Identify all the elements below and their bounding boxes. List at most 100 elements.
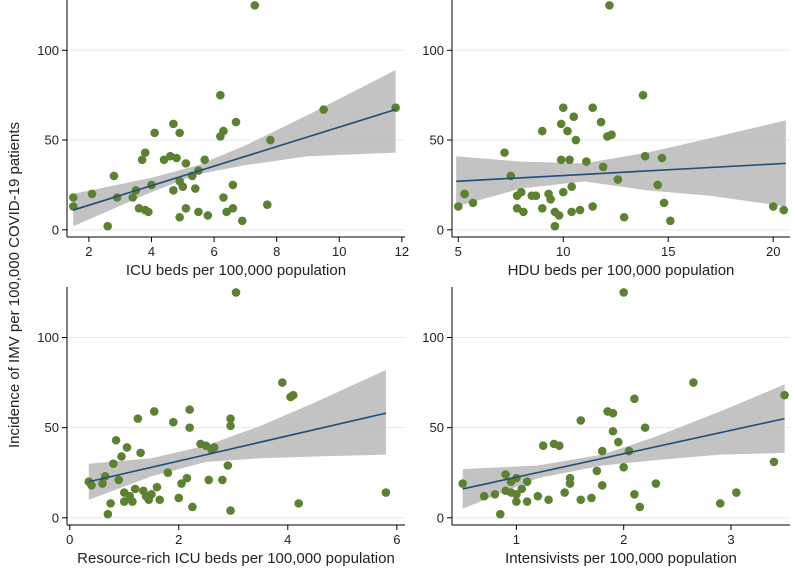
x-tick-label: 5 bbox=[455, 244, 462, 259]
x-tick-label: 6 bbox=[210, 244, 217, 259]
data-point bbox=[278, 378, 287, 387]
confidence-band bbox=[73, 70, 396, 227]
data-point bbox=[516, 187, 526, 197]
data-point bbox=[231, 117, 241, 127]
data-point bbox=[619, 212, 629, 222]
data-point bbox=[537, 126, 547, 136]
data-point bbox=[144, 207, 153, 217]
data-point bbox=[635, 502, 645, 512]
data-point bbox=[640, 151, 650, 161]
data-point bbox=[460, 189, 469, 199]
data-point bbox=[558, 187, 568, 197]
data-point bbox=[556, 119, 566, 129]
data-point bbox=[556, 155, 566, 165]
data-point bbox=[619, 463, 628, 472]
data-point bbox=[109, 171, 119, 181]
data-point bbox=[228, 180, 238, 190]
data-point bbox=[191, 184, 200, 193]
data-point bbox=[226, 506, 235, 515]
x-tick-label: 12 bbox=[395, 244, 409, 259]
y-tick-label: 100 bbox=[37, 43, 59, 58]
data-point bbox=[181, 203, 191, 213]
data-point bbox=[178, 182, 188, 192]
x-tick-label: 3 bbox=[727, 532, 734, 547]
data-point bbox=[501, 470, 510, 479]
data-point bbox=[666, 216, 675, 226]
data-point bbox=[109, 459, 118, 468]
data-point bbox=[715, 499, 725, 508]
data-point bbox=[68, 193, 78, 202]
data-point bbox=[630, 490, 639, 499]
data-point bbox=[512, 497, 521, 506]
x-tick-label: 2 bbox=[85, 244, 92, 259]
data-point bbox=[614, 437, 623, 447]
data-point bbox=[630, 394, 639, 404]
data-point bbox=[544, 495, 553, 505]
data-point bbox=[495, 509, 505, 519]
data-point bbox=[608, 426, 618, 436]
data-point bbox=[605, 1, 614, 10]
data-point bbox=[613, 175, 623, 184]
data-point bbox=[140, 148, 150, 157]
data-point bbox=[209, 443, 219, 452]
data-point bbox=[155, 495, 164, 505]
data-point bbox=[550, 221, 560, 231]
data-point bbox=[203, 211, 213, 220]
data-point bbox=[575, 205, 585, 215]
data-point bbox=[689, 378, 698, 387]
data-point bbox=[653, 180, 663, 190]
data-point bbox=[607, 130, 616, 139]
data-point bbox=[226, 421, 235, 431]
data-point bbox=[608, 408, 618, 418]
data-point bbox=[779, 205, 789, 215]
data-point bbox=[98, 479, 107, 488]
data-point bbox=[732, 488, 741, 497]
data-point bbox=[114, 475, 124, 485]
data-point bbox=[596, 117, 606, 127]
data-point bbox=[512, 490, 521, 499]
data-point bbox=[128, 497, 137, 506]
data-point bbox=[381, 488, 391, 497]
data-point bbox=[262, 200, 272, 209]
x-tick-label: 2 bbox=[175, 532, 182, 547]
data-point bbox=[517, 484, 527, 494]
x-tick-label: 4 bbox=[148, 244, 155, 259]
data-point bbox=[468, 198, 478, 208]
data-point bbox=[185, 405, 194, 414]
data-point bbox=[500, 148, 509, 157]
x-tick-label: 2 bbox=[620, 532, 627, 547]
data-point bbox=[768, 202, 778, 211]
panel-4: 0 50 100 1 2 3 Intensivists per 100,000 popula… bbox=[422, 287, 790, 567]
data-point bbox=[453, 202, 463, 211]
data-point bbox=[619, 288, 628, 297]
data-point bbox=[185, 423, 194, 432]
fit-line bbox=[456, 162, 786, 183]
x-axis-label: HDU beds per 100,000 population bbox=[508, 262, 735, 279]
y-tick-label: 50 bbox=[430, 133, 444, 148]
x-tick-label: 8 bbox=[273, 244, 280, 259]
data-point bbox=[169, 186, 178, 195]
data-point bbox=[522, 497, 532, 506]
data-point bbox=[597, 481, 607, 490]
data-point bbox=[188, 502, 197, 512]
data-point bbox=[226, 414, 235, 423]
data-point bbox=[266, 135, 275, 145]
data-point bbox=[587, 493, 596, 503]
data-point bbox=[554, 211, 564, 220]
data-point bbox=[128, 193, 138, 202]
data-point bbox=[169, 119, 178, 129]
data-point bbox=[175, 128, 184, 138]
data-point bbox=[119, 497, 129, 506]
y-tick-label: 0 bbox=[52, 222, 59, 237]
data-point bbox=[122, 443, 132, 452]
data-point bbox=[563, 126, 572, 136]
data-point bbox=[152, 482, 162, 492]
x-axis-label: Resource-rich ICU beds per 100,000 popul… bbox=[77, 550, 395, 567]
data-point bbox=[546, 194, 555, 204]
data-point bbox=[638, 90, 648, 100]
data-point bbox=[181, 159, 191, 168]
y-axis-label: Incidence of IMV per 100,000 COVID-19 pa… bbox=[6, 122, 23, 448]
y-tick-label: 100 bbox=[422, 330, 444, 345]
data-point bbox=[133, 414, 143, 423]
